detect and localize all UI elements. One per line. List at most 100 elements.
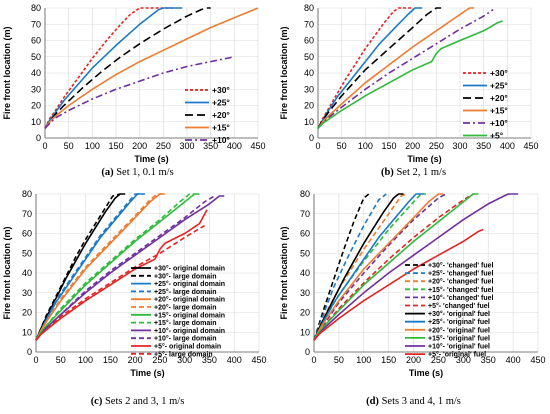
x-tick-label: 200 <box>132 141 147 151</box>
series-line <box>313 193 444 341</box>
series-line <box>44 7 259 129</box>
x-tick-label: 250 <box>431 355 446 365</box>
caption-a: (a) Set 1, 0.1 m/s <box>0 167 275 178</box>
x-tick-label: 400 <box>227 141 242 151</box>
x-tick-label: 100 <box>85 141 100 151</box>
series-line <box>35 193 200 341</box>
caption-b: (b) Set 2, 1 m/s <box>277 167 550 178</box>
caption-c: (c) Sets 2 and 3, 1 m/s <box>0 396 275 407</box>
legend-label: +20°- 'changed' fuel <box>428 278 494 286</box>
x-tick-label: 400 <box>227 355 242 365</box>
series-line <box>313 193 370 341</box>
series-line <box>35 224 205 341</box>
legend-label: +25° <box>212 97 230 107</box>
legend-label: +5° <box>490 130 504 140</box>
legend-label: +20°- 'original' fuel <box>428 326 490 334</box>
series-line <box>35 193 195 341</box>
caption-c-text: Sets 2 and 3, 1 m/s <box>104 396 185 407</box>
series-line <box>317 7 413 129</box>
x-tick-label: 150 <box>381 355 396 365</box>
legend-label: +15°- original domain <box>154 311 225 319</box>
y-tick-label: 80 <box>22 189 32 199</box>
series-line <box>317 8 494 129</box>
y-tick-label: 30 <box>31 84 41 94</box>
y-axis-title: Fire front location (m) <box>2 27 12 120</box>
caption-a-label: (a) <box>101 167 114 178</box>
series-line <box>313 193 426 341</box>
series-line <box>313 193 404 341</box>
x-axis-title: Time (s) <box>134 154 168 164</box>
chart-b: 0 50 100 150 200 250 300 350 400 450 0 10 20 30 40 50 60… <box>279 3 539 164</box>
series-line <box>44 7 183 129</box>
caption-d: (d) Sets 3 and 4, 1 m/s <box>277 396 550 407</box>
y-tick-label: 30 <box>304 84 314 94</box>
x-tick-label: 450 <box>251 355 266 365</box>
y-tick-label: 20 <box>304 101 314 111</box>
series-line <box>35 209 208 341</box>
y-tick-label: 10 <box>300 327 310 337</box>
series-line <box>35 195 225 341</box>
series-line <box>35 193 165 341</box>
chart-a: 0 50 100 150 200 250 300 350 400 450 0 10 20 30 40 50 60… <box>2 3 266 164</box>
series-line <box>44 56 235 129</box>
legend-label: +25°- 'original' fuel <box>428 318 490 326</box>
legend-label: +30° <box>490 68 508 78</box>
x-tick-label: 0 <box>42 141 47 151</box>
caption-d-text: Sets 3 and 4, 1 m/s <box>381 396 461 407</box>
x-axis-title: Time (s) <box>130 368 164 378</box>
y-tick-label: 40 <box>300 268 310 278</box>
x-axis-title: Time (s) <box>409 368 443 378</box>
y-tick-label: 60 <box>22 229 32 239</box>
legend-label: +10° <box>490 118 508 128</box>
y-tick-label: 60 <box>300 229 310 239</box>
series-line <box>317 7 475 129</box>
x-tick-label: 300 <box>452 141 467 151</box>
legend-label: +5°- large domain <box>154 350 213 358</box>
legend-label: +30°- large domain <box>154 272 217 280</box>
x-tick-label: 150 <box>108 141 123 151</box>
y-tick-label: 10 <box>31 117 41 127</box>
x-tick-label: 0 <box>33 355 38 365</box>
series-line <box>44 7 173 129</box>
y-tick-label: 80 <box>31 3 41 13</box>
legend-label: +15° <box>212 122 230 132</box>
x-tick-label: 250 <box>156 141 171 151</box>
y-tick-label: 70 <box>300 209 310 219</box>
y-axis-title: Fire front location (m) <box>279 27 289 120</box>
y-tick-label: 70 <box>31 19 41 29</box>
legend: +30° +25° +20° +15° +10° +5° <box>463 68 508 140</box>
y-tick-label: 10 <box>304 117 314 127</box>
y-tick-label: 60 <box>31 36 41 46</box>
y-tick-label: 0 <box>309 133 314 143</box>
series-line <box>313 193 407 341</box>
y-tick-label: 40 <box>304 68 314 78</box>
y-tick-label: 40 <box>22 268 32 278</box>
series-line <box>35 193 163 341</box>
series-line <box>35 193 121 341</box>
legend-label: +10°- original domain <box>154 327 225 335</box>
x-tick-label: 350 <box>476 141 491 151</box>
series-line <box>313 193 479 341</box>
y-tick-label: 30 <box>300 288 310 298</box>
y-tick-label: 0 <box>27 347 32 357</box>
series-line <box>35 195 215 341</box>
y-tick-label: 70 <box>22 209 32 219</box>
x-tick-label: 350 <box>202 355 217 365</box>
x-tick-label: 400 <box>500 141 515 151</box>
x-tick-label: 400 <box>506 355 521 365</box>
legend-label: +5°- 'original' fuel <box>428 351 486 359</box>
x-tick-label: 50 <box>334 355 344 365</box>
series-line <box>313 193 519 341</box>
series-line <box>35 193 126 341</box>
x-tick-label: 450 <box>250 141 265 151</box>
legend-label: +10°- large domain <box>154 335 217 343</box>
chart-c: 0 50 100 150 200 250 300 350 400 450 0 10 20 30 40 50 60… <box>2 189 267 378</box>
legend-label: +20° <box>212 110 230 120</box>
x-tick-label: 100 <box>358 141 373 151</box>
legend-label: +10°- 'original' fuel <box>428 342 490 350</box>
chart-d: 0 50 100 150 200 250 300 350 400 450 0 10 20 30 40 50 60… <box>279 189 546 378</box>
x-tick-label: 250 <box>429 141 444 151</box>
x-axis-title: Time (s) <box>407 154 441 164</box>
series-line <box>313 228 484 341</box>
